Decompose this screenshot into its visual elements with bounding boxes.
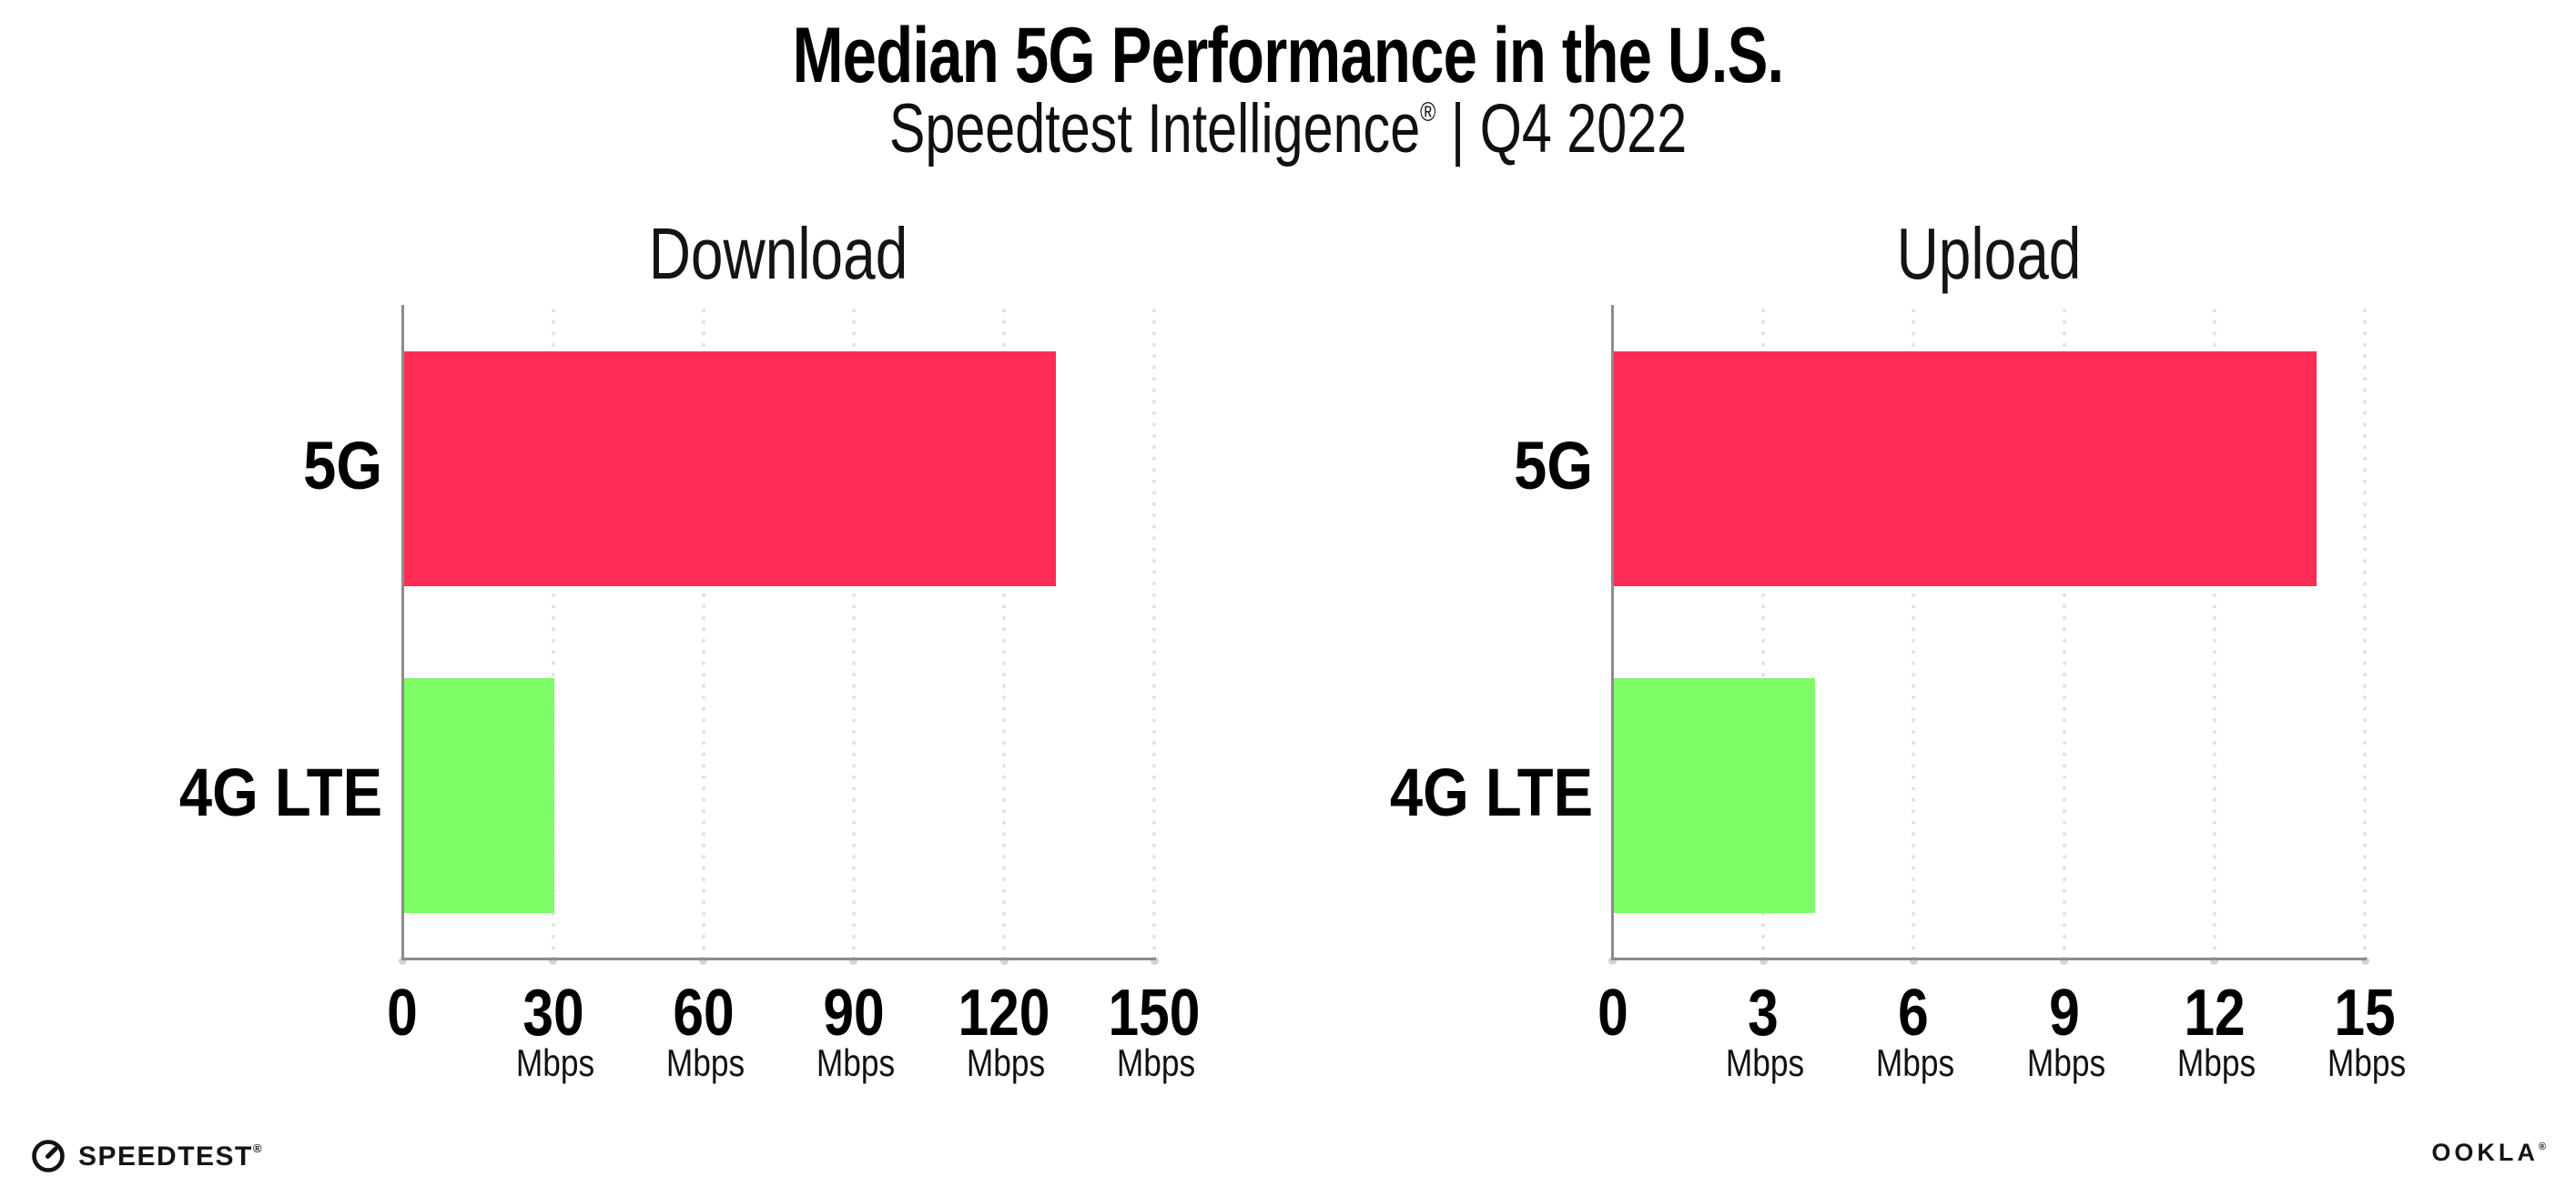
tick-unit-download-90: Mbps xyxy=(816,1041,896,1084)
axis-tick-dot-download-30 xyxy=(549,956,557,965)
ookla-trademark-icon: ® xyxy=(2538,1141,2546,1152)
tick-label-upload-15: 15 xyxy=(2334,977,2396,1050)
tick-unit-upload-15: Mbps xyxy=(2328,1041,2407,1084)
gridline-upload-9 xyxy=(2061,305,2067,959)
gridline-upload-3 xyxy=(1760,305,1767,959)
x-axis-upload xyxy=(1611,957,2367,960)
page-subtitle: Speedtest Intelligence® | Q4 2022 xyxy=(283,95,2292,164)
y-axis-upload xyxy=(1611,305,1615,960)
tick-label-download-30: 30 xyxy=(522,977,584,1050)
axis-tick-dot-upload-12 xyxy=(2210,956,2219,965)
gridline-download-60 xyxy=(700,305,706,959)
gridline-download-90 xyxy=(850,305,857,959)
category-label-upload-4g-lte: 4G LTE xyxy=(1389,754,1593,830)
tick-unit-download-60: Mbps xyxy=(665,1041,745,1084)
ookla-logo-text: OOKLA® xyxy=(2431,1139,2546,1166)
axis-tick-dot-download-60 xyxy=(699,956,708,965)
ookla-logo: OOKLA® xyxy=(2431,1141,2546,1165)
tick-label-download-120: 120 xyxy=(958,977,1050,1050)
tick-label-upload-0: 0 xyxy=(1597,977,1628,1050)
tick-unit-upload-6: Mbps xyxy=(1876,1041,1955,1084)
bar-download-5g xyxy=(403,350,1056,586)
axis-tick-dot-upload-15 xyxy=(2360,956,2369,965)
category-label-download-5g: 5G xyxy=(303,427,383,503)
bar-download-4g-lte xyxy=(403,677,554,913)
gridline-download-150 xyxy=(1151,305,1158,959)
speedtest-logo: SPEEDTEST® xyxy=(30,1138,261,1174)
axis-tick-dot-upload-0 xyxy=(1608,956,1618,965)
tick-label-download-0: 0 xyxy=(387,977,419,1050)
tick-label-download-90: 90 xyxy=(823,977,885,1050)
speedtest-gauge-icon xyxy=(30,1138,66,1174)
tick-label-upload-3: 3 xyxy=(1748,977,1779,1050)
axis-tick-dot-upload-6 xyxy=(1909,956,1918,965)
subtitle-brand: Speedtest Intelligence xyxy=(888,90,1421,167)
tick-unit-download-150: Mbps xyxy=(1117,1041,1196,1084)
axis-tick-dot-download-0 xyxy=(398,956,407,965)
registered-trademark-icon: ® xyxy=(1420,97,1436,127)
chart-title-download: Download xyxy=(648,213,908,294)
chart-title-upload: Upload xyxy=(1896,213,2082,294)
tick-label-upload-6: 6 xyxy=(1898,977,1930,1050)
axis-tick-dot-download-90 xyxy=(849,956,858,965)
tick-label-download-150: 150 xyxy=(1108,977,1201,1050)
tick-label-upload-9: 9 xyxy=(2048,977,2080,1050)
category-label-upload-5g: 5G xyxy=(1513,427,1593,503)
tick-label-upload-12: 12 xyxy=(2184,977,2246,1050)
speedtest-trademark-icon: ® xyxy=(252,1141,262,1155)
page-title: Median 5G Performance in the U.S. xyxy=(792,12,1785,99)
x-axis-download xyxy=(401,957,1156,960)
axis-tick-dot-upload-9 xyxy=(2060,956,2069,965)
y-axis-download xyxy=(401,305,404,960)
gridline-download-30 xyxy=(550,305,556,959)
tick-unit-download-120: Mbps xyxy=(966,1041,1046,1084)
gridline-upload-6 xyxy=(1911,305,1917,959)
gridline-upload-12 xyxy=(2211,305,2217,959)
speedtest-logo-text: SPEEDTEST® xyxy=(78,1141,262,1172)
tick-unit-download-30: Mbps xyxy=(515,1041,594,1084)
tick-label-download-60: 60 xyxy=(673,977,735,1050)
axis-tick-dot-download-120 xyxy=(999,956,1009,965)
subtitle-period: | Q4 2022 xyxy=(1435,90,1688,167)
tick-unit-upload-12: Mbps xyxy=(2176,1041,2257,1084)
tick-unit-upload-3: Mbps xyxy=(1725,1041,1805,1084)
tick-unit-upload-9: Mbps xyxy=(2026,1041,2105,1084)
axis-tick-dot-upload-3 xyxy=(1759,956,1768,965)
gridline-upload-15 xyxy=(2362,305,2368,959)
axis-tick-dot-download-150 xyxy=(1150,956,1159,965)
bar-upload-5g xyxy=(1614,350,2317,586)
bar-upload-4g-lte xyxy=(1614,677,1815,913)
category-label-download-4g-lte: 4G LTE xyxy=(179,754,383,830)
gridline-download-120 xyxy=(1001,305,1008,959)
